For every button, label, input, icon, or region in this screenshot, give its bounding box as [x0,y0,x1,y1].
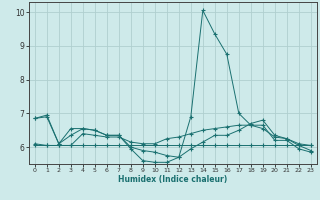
X-axis label: Humidex (Indice chaleur): Humidex (Indice chaleur) [118,175,228,184]
